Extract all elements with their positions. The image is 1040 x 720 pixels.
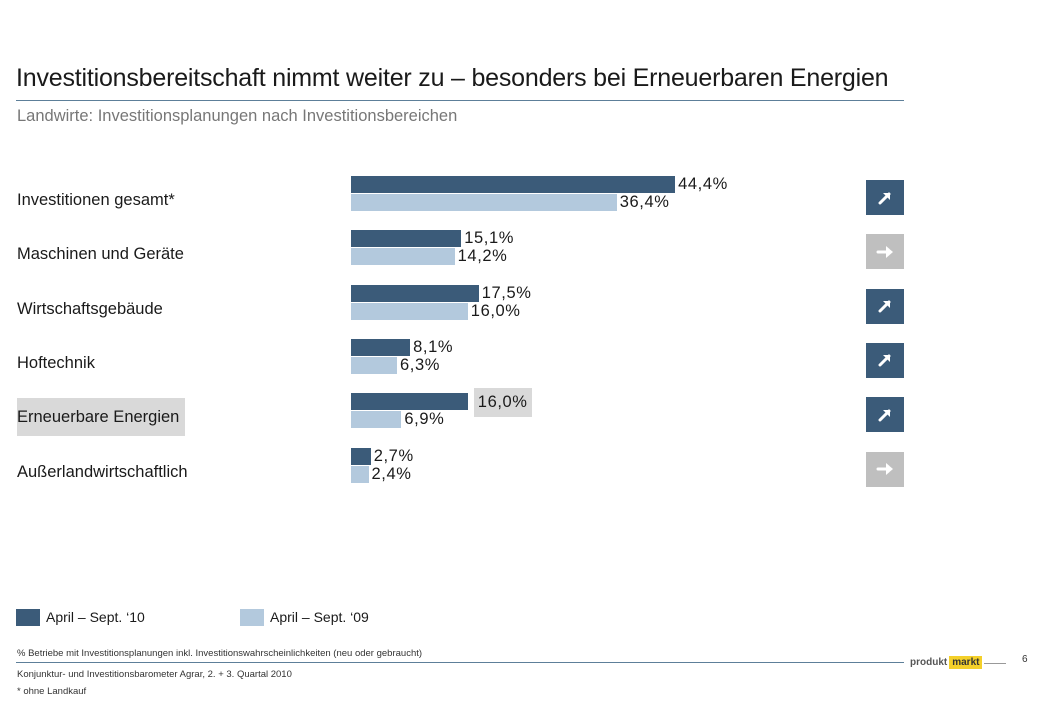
bar-2010 bbox=[351, 176, 676, 193]
bar-2009 bbox=[351, 411, 402, 429]
data-label: 16,0% bbox=[470, 301, 521, 320]
arrow-up-right-icon bbox=[866, 397, 904, 433]
legend-label-2010: April – Sept. ‘10 bbox=[46, 609, 145, 625]
bar-2010 bbox=[351, 338, 411, 356]
arrow-up-right-icon bbox=[866, 288, 904, 324]
data-label: 36,4% bbox=[619, 193, 670, 211]
category-label: Außerlandwirtschaftlich bbox=[17, 462, 188, 481]
category-label: Investitionen gesamt* bbox=[17, 191, 175, 209]
brand-logo: produkt markt bbox=[908, 653, 983, 671]
legend-item-2009: April – Sept. ‘09 bbox=[240, 608, 369, 626]
bar-2010 bbox=[351, 447, 371, 465]
logo-text-1: produkt bbox=[910, 656, 948, 668]
arrow-up-right-icon bbox=[866, 180, 904, 215]
page-subtitle: Landwirte: Investitionsplanungen nach In… bbox=[17, 107, 458, 125]
bar-2009 bbox=[351, 302, 468, 320]
page-title: Investitionsbereitschaft nimmt weiter zu… bbox=[16, 64, 889, 92]
legend-label-2009: April – Sept. ‘09 bbox=[270, 609, 369, 625]
data-label: 15,1% bbox=[464, 229, 515, 248]
bar-2009 bbox=[351, 465, 369, 483]
data-label: 2,7% bbox=[373, 446, 414, 465]
bar-2010 bbox=[351, 393, 468, 411]
category-label: Maschinen und Geräte bbox=[17, 245, 184, 264]
bar-2009 bbox=[351, 248, 455, 266]
arrow-up-right-icon bbox=[866, 342, 904, 378]
page-number: 6 bbox=[1022, 654, 1028, 665]
bar-2010 bbox=[351, 230, 462, 248]
bar-chart: Investitionen gesamt* 44,4% 36,4% Maschinen… bbox=[17, 175, 904, 487]
logo-divider bbox=[984, 663, 1006, 664]
data-label: 16,0% bbox=[473, 388, 532, 418]
data-label: 2,4% bbox=[371, 464, 412, 483]
bar-2009 bbox=[351, 356, 397, 374]
legend-swatch-2010 bbox=[16, 608, 40, 626]
data-label: 44,4% bbox=[678, 175, 728, 193]
legend-item-2010: April – Sept. ‘10 bbox=[16, 608, 145, 626]
category-label: Wirtschaftsgebäude bbox=[17, 299, 163, 318]
bar-2009 bbox=[351, 194, 617, 211]
legend-swatch-2009 bbox=[240, 608, 264, 626]
category-label: Erneuerbare Energien bbox=[17, 398, 186, 437]
footnote-percent: % Betriebe mit Investitionsplanungen ink… bbox=[17, 648, 423, 659]
bar-2010 bbox=[351, 284, 479, 302]
data-label: 6,9% bbox=[404, 410, 445, 429]
data-label: 6,3% bbox=[399, 355, 440, 374]
footnote-landkauf: * ohne Landkauf bbox=[17, 686, 87, 697]
arrow-right-icon bbox=[866, 234, 904, 270]
data-label: 17,5% bbox=[481, 283, 532, 302]
data-label: 8,1% bbox=[413, 337, 454, 356]
data-label: 14,2% bbox=[457, 247, 508, 266]
arrow-right-icon bbox=[866, 451, 904, 487]
footnote-source: Konjunktur- und Investitionsbarometer Ag… bbox=[17, 669, 292, 680]
logo-text-2: markt bbox=[949, 655, 983, 669]
footer-divider bbox=[16, 662, 904, 663]
category-label: Hoftechnik bbox=[17, 353, 95, 372]
title-divider bbox=[16, 100, 904, 101]
